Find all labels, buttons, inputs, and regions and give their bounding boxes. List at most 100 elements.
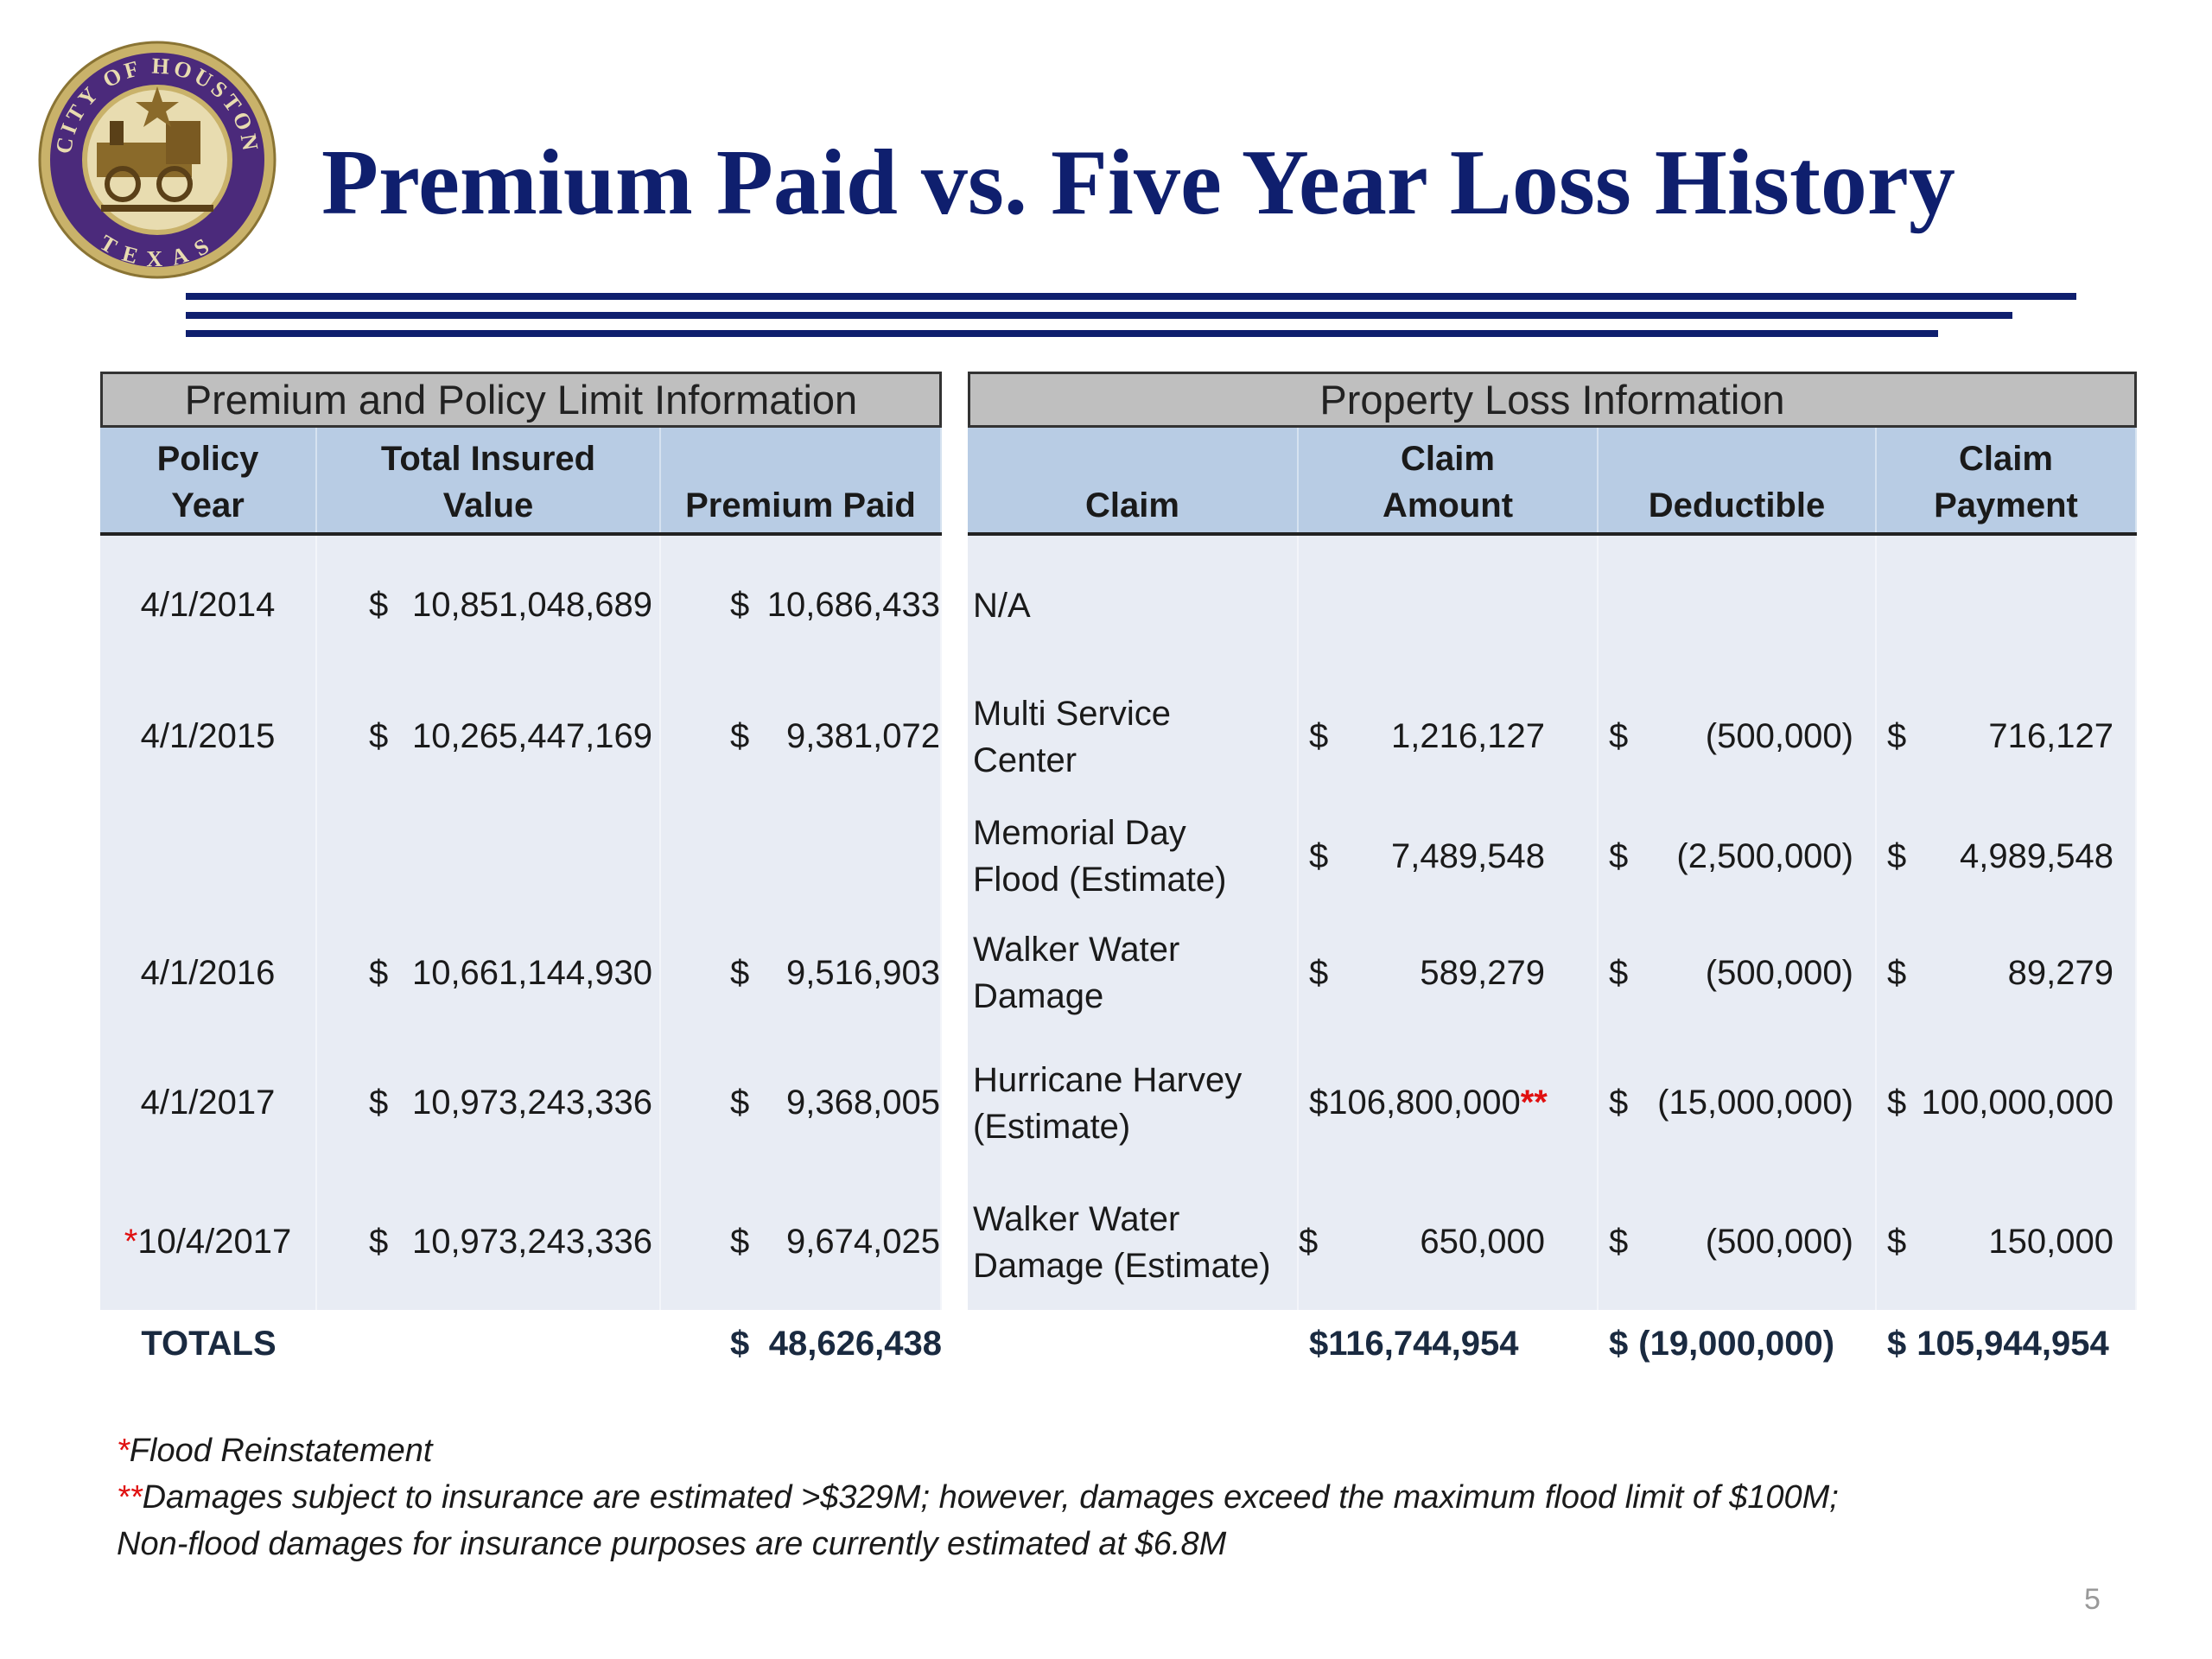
header-line: Policy	[156, 440, 259, 478]
claim: Multi Service Center	[968, 675, 1299, 798]
claim-amount: $589,279	[1299, 914, 1599, 1032]
year: 10/4/2017	[137, 1223, 292, 1261]
claim-amount: $1,216,127	[1299, 675, 1599, 798]
claim: N/A	[968, 536, 1299, 675]
note-mark: **	[1520, 1084, 1548, 1122]
currency-symbol: $	[369, 586, 389, 624]
header-line: Premium Paid	[685, 486, 916, 524]
amount: 106,800,000	[1328, 1084, 1521, 1122]
footnote: Non-flood damages for insurance purposes…	[117, 1526, 1226, 1563]
amount: 150,000	[1988, 1223, 2113, 1261]
total-claim-amount: $116,744,954	[1299, 1313, 1599, 1374]
currency-symbol: $	[1609, 1324, 1629, 1363]
rule	[186, 312, 2012, 319]
deductible: $ (15,000,000)	[1599, 1032, 1877, 1174]
amount: 589,279	[1420, 953, 1545, 992]
amount: 48,626,438	[768, 1324, 942, 1363]
total-insured-value: $10,851,048,689	[317, 536, 661, 675]
rule	[186, 330, 1938, 337]
premium-paid: $9,674,025	[661, 1174, 942, 1310]
total-insured-value: $10,973,243,336	[317, 1174, 661, 1310]
column-header: Deductible	[1599, 428, 1877, 532]
currency-symbol: $	[369, 953, 389, 992]
column-header: Premium Paid	[661, 428, 942, 532]
amount: 10,661,144,930	[411, 953, 652, 992]
total-insured-value: $10,973,243,336	[317, 1032, 661, 1174]
policy-year	[100, 798, 317, 914]
loss-panel: Property Loss Information Claim Claim Amoun…	[968, 372, 2137, 1310]
claim-line: Multi Service	[973, 694, 1171, 733]
table-body: N/A Multi Service Center $1,216,127 $ (500,00…	[968, 536, 2137, 1310]
column-header: Total Insured Value	[317, 428, 661, 532]
deductible: $ (2,500,000)	[1599, 798, 1877, 914]
city-seal: CITY OF HOUSTON TEXAS	[38, 41, 276, 279]
currency-symbol: $	[1887, 1223, 1907, 1261]
column-header: Claim	[968, 428, 1299, 532]
claim-amount: $106,800,000 **	[1299, 1032, 1599, 1174]
claim-payment: $716,127	[1877, 675, 2137, 798]
total-insured-value: $10,265,447,169	[317, 675, 661, 798]
currency-symbol: $	[1887, 953, 1907, 992]
claim-payment: $150,000	[1877, 1174, 2137, 1310]
year: 4/1/2016	[140, 953, 276, 992]
note-mark: **	[117, 1479, 143, 1516]
note-mark: *	[124, 1223, 138, 1261]
currency-symbol: $	[1309, 1084, 1329, 1122]
amount: 89,279	[2007, 953, 2113, 992]
premium-paid	[661, 798, 942, 914]
currency-symbol: $	[730, 717, 750, 755]
currency-symbol: $	[1609, 953, 1629, 992]
claim: Walker Water Damage (Estimate)	[968, 1174, 1299, 1310]
currency-symbol: $	[1887, 1084, 1907, 1122]
deductible	[1599, 536, 1877, 675]
column-header: Claim Payment	[1877, 428, 2137, 532]
claim-line: Center	[973, 741, 1077, 779]
footnote-text: Damages subject to insurance are estimat…	[142, 1479, 1839, 1516]
amount: 100,000,000	[1921, 1084, 2113, 1122]
currency-symbol: $	[730, 1324, 750, 1363]
claim: Walker Water Damage	[968, 914, 1299, 1032]
premium-totals: TOTALS $48,626,438	[100, 1313, 942, 1374]
claim-amount: $7,489,548	[1299, 798, 1599, 914]
currency-symbol: $	[1609, 1223, 1629, 1261]
year: 4/1/2015	[140, 717, 276, 755]
total-claim-payment: $105,944,954	[1877, 1313, 2137, 1374]
policy-year: 4/1/2015	[100, 675, 317, 798]
policy-year: 4/1/2017	[100, 1032, 317, 1174]
deductible: $ (500,000)	[1599, 675, 1877, 798]
currency-symbol: $	[1887, 836, 1907, 875]
currency-symbol: $	[369, 1223, 389, 1261]
header-line: Deductible	[1648, 486, 1826, 524]
amount: (500,000)	[1705, 717, 1853, 755]
premium-paid: $9,381,072	[661, 675, 942, 798]
policy-year: 4/1/2014	[100, 536, 317, 675]
currency-symbol: $	[1887, 1324, 1907, 1363]
column-header: Claim Amount	[1299, 428, 1599, 532]
premium-paid: $9,516,903	[661, 914, 942, 1032]
totals-label: TOTALS	[141, 1324, 276, 1363]
amount: 10,973,243,336	[411, 1223, 652, 1261]
claim-amount	[1299, 536, 1599, 675]
claim-payment	[1877, 536, 2137, 675]
currency-symbol: $	[730, 953, 750, 992]
amount: (500,000)	[1705, 953, 1853, 992]
currency-symbol: $	[1309, 717, 1329, 755]
claim-line: N/A	[973, 586, 1031, 625]
amount: 650,000	[1420, 1223, 1545, 1261]
premium-paid: $9,368,005	[661, 1032, 942, 1174]
claim-payment: $89,279	[1877, 914, 2137, 1032]
claim-payment: $4,989,548	[1877, 798, 2137, 914]
footnote: **Damages subject to insurance are estim…	[117, 1479, 1839, 1516]
spacer	[317, 1313, 661, 1374]
total-insured-value	[317, 798, 661, 914]
amount: 716,127	[1988, 717, 2113, 755]
header-line: Payment	[1934, 486, 2078, 524]
header-row: Claim Claim Amount Deductible Claim Payment	[968, 428, 2137, 536]
year: 4/1/2017	[140, 1084, 276, 1122]
amount: 9,674,025	[786, 1223, 940, 1261]
loss-totals: $116,744,954 $ (19,000,000) $105,944,954	[968, 1313, 2137, 1374]
header-line: Value	[442, 486, 534, 524]
claim: Hurricane Harvey (Estimate)	[968, 1032, 1299, 1174]
note-mark: *	[117, 1433, 130, 1469]
